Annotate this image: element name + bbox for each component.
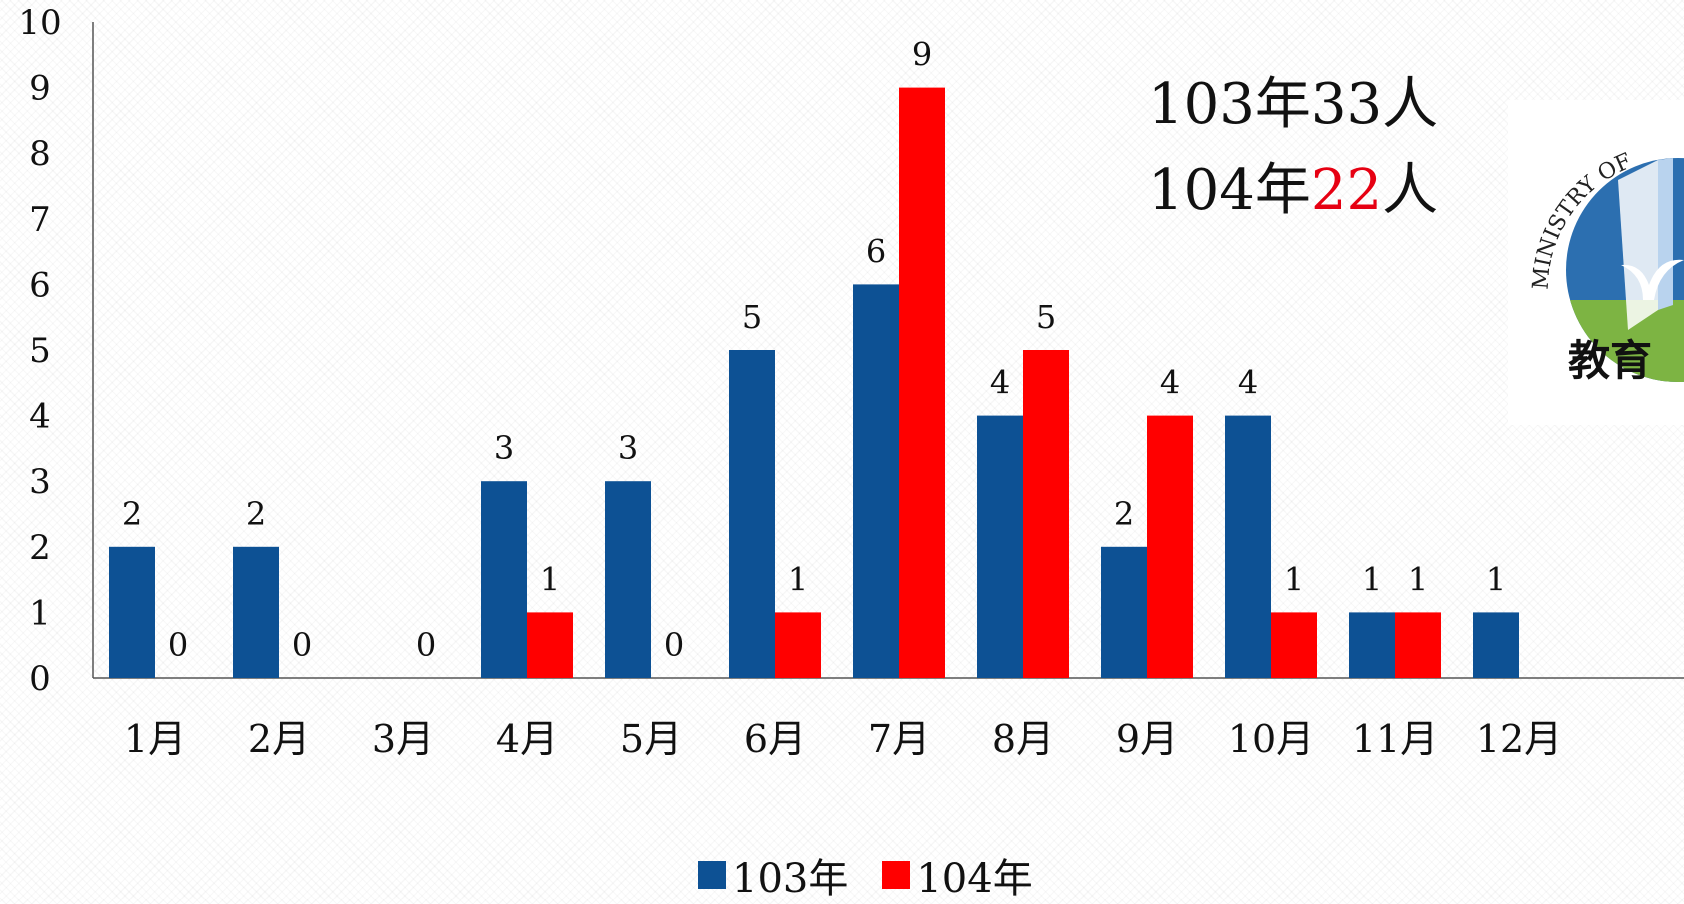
- bar-104: [1147, 415, 1193, 678]
- y-tick-label: 5: [29, 331, 51, 371]
- x-tick-label: 4月: [496, 717, 558, 761]
- legend-swatch-103: [698, 861, 726, 889]
- data-label: 0: [416, 626, 436, 664]
- x-tick-label: 7月: [868, 717, 930, 761]
- bar-103: [109, 546, 155, 678]
- bar-103: [1349, 612, 1395, 678]
- ministry-logo-emblem: MINISTRY OF 教育: [1529, 149, 1684, 385]
- legend-label-104: 104年: [916, 856, 1033, 902]
- data-label: 1: [1408, 560, 1428, 598]
- x-tick-label: 2月: [248, 717, 310, 761]
- annotation-year-104: 104年: [1148, 158, 1311, 223]
- x-tick-label: 3月: [372, 717, 434, 761]
- bar-103: [977, 415, 1023, 678]
- data-label: 4: [1160, 364, 1180, 402]
- bars: [109, 87, 1519, 679]
- total-annotation: 103年33人 104年22人: [1148, 62, 1438, 234]
- x-tick-label: 5月: [620, 717, 682, 761]
- data-label: 1: [540, 560, 560, 598]
- legend-item-104: 104年: [882, 846, 1033, 904]
- data-label: 1: [1362, 560, 1382, 598]
- data-label: 0: [664, 626, 684, 664]
- y-tick-label: 10: [18, 3, 61, 43]
- data-label: 9: [912, 36, 932, 74]
- y-tick-label: 8: [29, 134, 51, 174]
- x-tick-label: 9月: [1116, 717, 1178, 761]
- bar-104: [527, 612, 573, 678]
- logo-sprout: [1621, 259, 1684, 300]
- y-axis-ticks: 0 1 2 3 4 5 6 7 8 9 10: [18, 3, 61, 699]
- logo-characters: 教育: [1568, 336, 1652, 385]
- data-label: 5: [1036, 298, 1056, 336]
- data-label: 1: [1486, 560, 1506, 598]
- y-tick-label: 7: [29, 200, 51, 240]
- data-label: 3: [618, 429, 638, 467]
- bar-103: [481, 481, 527, 678]
- data-label: 0: [292, 626, 312, 664]
- data-label: 4: [1238, 364, 1258, 402]
- legend-swatch-104: [882, 861, 911, 889]
- annotation-line-103: 103年33人: [1148, 72, 1439, 137]
- bar-103: [1473, 612, 1519, 678]
- data-label: 2: [1114, 495, 1134, 533]
- annotation-unit-104: 人: [1382, 158, 1439, 223]
- data-label: 1: [788, 560, 808, 598]
- ministry-of-education-logo: MINISTRY OF 教育: [1508, 100, 1684, 425]
- y-tick-label: 6: [29, 265, 51, 305]
- bar-103: [605, 481, 651, 678]
- x-axis-ticks: 1月 2月 3月 4月 5月 6月 7月 8月 9月 10月 11月 12月: [124, 717, 1562, 761]
- x-tick-label: 8月: [992, 717, 1054, 761]
- bar-104: [1271, 612, 1317, 678]
- logo-beam-shade: [1658, 158, 1673, 310]
- x-tick-label: 1月: [124, 717, 186, 761]
- bar-103: [853, 284, 899, 678]
- bar-103: [233, 546, 279, 678]
- y-tick-label: 2: [29, 528, 51, 568]
- legend-item-103: 103年: [698, 846, 848, 904]
- bar-104: [899, 87, 945, 679]
- x-tick-label: 10月: [1228, 717, 1314, 761]
- annotation-line-104: 104年22人: [1148, 148, 1438, 234]
- y-tick-label: 1: [29, 593, 51, 633]
- bar-104: [775, 612, 821, 678]
- bar-103: [729, 350, 775, 678]
- bar-104: [1023, 350, 1069, 678]
- data-label: 2: [246, 495, 266, 533]
- x-tick-label: 12月: [1476, 717, 1562, 761]
- bar-103: [1225, 415, 1271, 678]
- bar-103: [1101, 546, 1147, 678]
- x-tick-label: 11月: [1352, 717, 1438, 761]
- legend-label-103: 103年: [732, 856, 849, 902]
- data-label: 5: [742, 298, 762, 336]
- data-label: 4: [990, 364, 1010, 402]
- y-tick-label: 0: [29, 659, 51, 699]
- y-tick-label: 4: [29, 397, 51, 437]
- data-label: 6: [866, 232, 886, 270]
- annotation-count-104: 22: [1310, 158, 1383, 223]
- data-label: 3: [494, 429, 514, 467]
- bar-104: [1395, 612, 1441, 678]
- y-tick-label: 3: [29, 462, 51, 502]
- data-label: 2: [122, 495, 142, 533]
- chart-legend: 103年 104年: [698, 846, 1033, 904]
- y-tick-label: 9: [29, 69, 51, 109]
- data-label: 0: [168, 626, 188, 664]
- x-tick-label: 6月: [744, 717, 806, 761]
- data-label: 1: [1284, 560, 1304, 598]
